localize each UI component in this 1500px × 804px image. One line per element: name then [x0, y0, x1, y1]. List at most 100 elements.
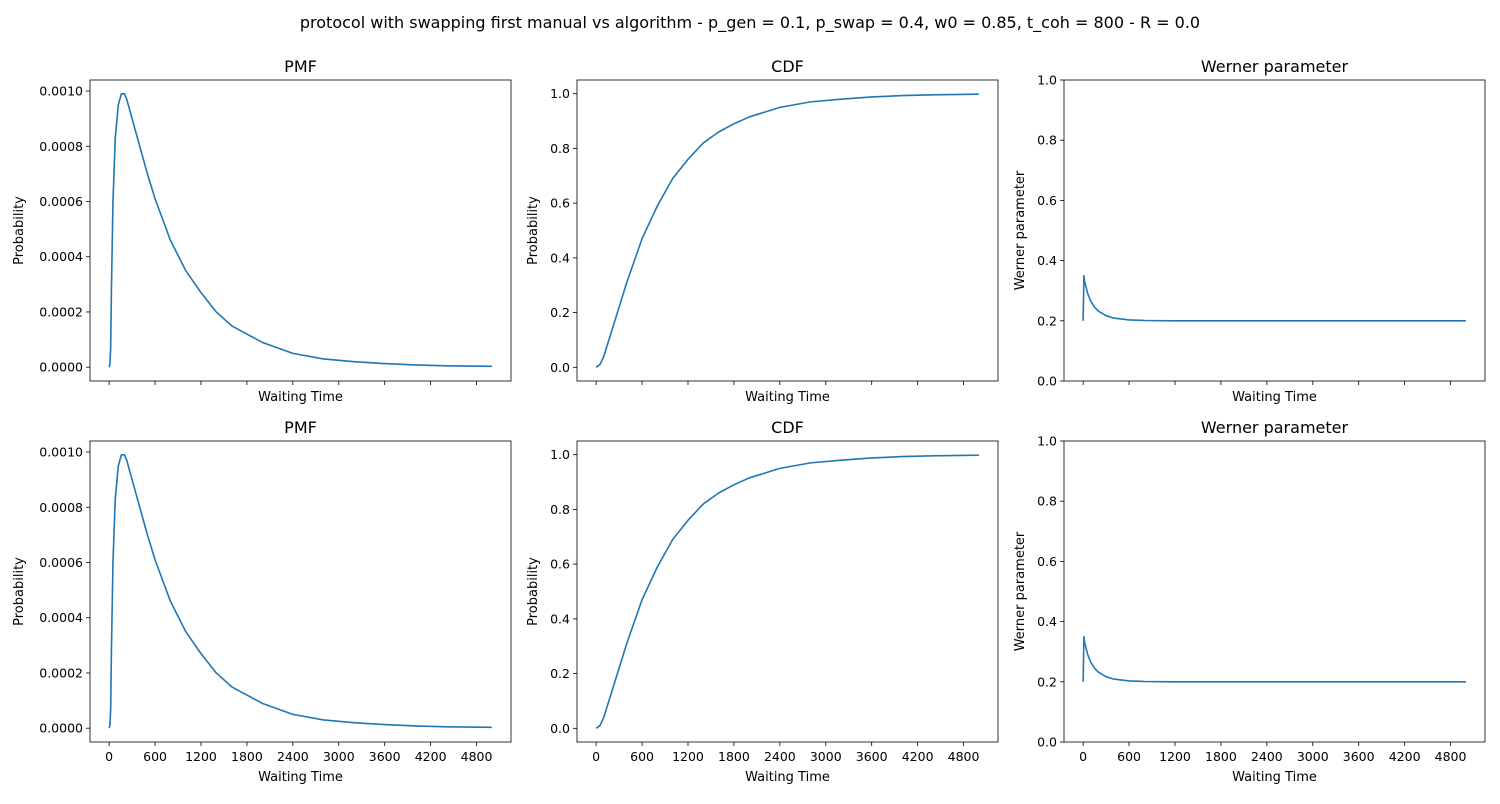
- series-line: [1082, 635, 1466, 683]
- subplot-1-1: 0 600 1200 1800 2400 3000 3600 4200 4800 0.0 0.2 0.…: [526, 418, 999, 785]
- x-tick-label: 600: [1117, 749, 1141, 764]
- x-tick-label: 1200: [1159, 749, 1191, 764]
- x-tick-label: 4200: [1389, 749, 1421, 764]
- y-tick-label: 0.4: [1037, 253, 1057, 268]
- y-tick-label: 0.0004: [39, 610, 83, 625]
- y-axis-label: Probability: [12, 196, 27, 265]
- y-tick-label: 0.0: [550, 360, 570, 375]
- x-axis-label: Waiting Time: [258, 390, 343, 405]
- y-tick-label: 0.6: [550, 557, 570, 572]
- x-tick-label: 3000: [323, 749, 355, 764]
- series-line: [108, 454, 492, 729]
- y-axis-label: Werner parameter: [1013, 170, 1028, 290]
- series-line: [595, 454, 979, 729]
- y-tick-label: 0.8: [550, 141, 570, 156]
- x-tick-label: 1800: [718, 749, 750, 764]
- y-tick-label: 0.2: [1037, 674, 1057, 689]
- x-axis-label: Waiting Time: [745, 770, 830, 785]
- x-tick-label: 2400: [764, 749, 796, 764]
- x-tick-label: 4800: [948, 749, 980, 764]
- x-axis-label: Waiting Time: [745, 390, 830, 405]
- series-line: [1082, 274, 1466, 322]
- x-tick-label: 0: [1079, 749, 1087, 764]
- y-tick-label: 0.0002: [39, 304, 83, 319]
- subplot-0-2: 0.0 0.2 0.4 0.6 0.8 1.0 Werner parameter Waitin…: [1013, 57, 1486, 405]
- y-tick-label: 0.2: [550, 305, 570, 320]
- x-tick-label: 0: [592, 749, 600, 764]
- axes-frame: [89, 79, 512, 382]
- series-line: [595, 93, 979, 368]
- subplot-title: CDF: [771, 57, 804, 76]
- x-tick-label: 4200: [902, 749, 934, 764]
- y-tick-label: 0.8: [1037, 494, 1057, 509]
- y-tick-label: 0.0000: [39, 721, 83, 736]
- x-tick-label: 3000: [810, 749, 842, 764]
- axes-frame: [1063, 440, 1486, 743]
- x-tick-label: 3600: [1343, 749, 1375, 764]
- subplot-title: PMF: [284, 57, 317, 76]
- y-tick-label: 0.0002: [39, 665, 83, 680]
- y-tick-label: 0.8: [550, 502, 570, 517]
- x-tick-label: 600: [143, 749, 167, 764]
- x-tick-label: 2400: [277, 749, 309, 764]
- y-tick-label: 0.0: [550, 721, 570, 736]
- y-tick-label: 1.0: [1037, 434, 1057, 449]
- y-tick-label: 0.4: [550, 250, 570, 265]
- x-tick-label: 600: [630, 749, 654, 764]
- y-axis-label: Probability: [12, 557, 27, 626]
- y-tick-label: 0.0006: [39, 555, 83, 570]
- y-tick-label: 0.0008: [39, 500, 83, 515]
- x-tick-label: 1200: [672, 749, 704, 764]
- y-tick-label: 0.6: [1037, 193, 1057, 208]
- y-tick-label: 0.0000: [39, 360, 83, 375]
- y-axis-label: Probability: [526, 557, 541, 626]
- axes-frame: [576, 79, 999, 382]
- y-tick-label: 0.6: [1037, 554, 1057, 569]
- y-tick-label: 1.0: [550, 447, 570, 462]
- subplot-title: Werner parameter: [1201, 418, 1349, 437]
- axes-frame: [576, 440, 999, 743]
- x-tick-label: 1800: [231, 749, 263, 764]
- y-tick-label: 0.0: [1037, 735, 1057, 750]
- y-axis-label: Werner parameter: [1013, 531, 1028, 651]
- x-tick-label: 4800: [461, 749, 493, 764]
- axes-frame: [89, 440, 512, 743]
- y-tick-label: 1.0: [550, 86, 570, 101]
- subplot-1-2: 0 600 1200 1800 2400 3000 3600 4200 4800 0.0 0.2 0.…: [1013, 418, 1486, 785]
- x-tick-label: 3600: [369, 749, 401, 764]
- x-tick-label: 2400: [1251, 749, 1283, 764]
- x-axis-label: Waiting Time: [1232, 770, 1317, 785]
- axes-frame: [1063, 79, 1486, 382]
- x-axis-label: Waiting Time: [1232, 390, 1317, 405]
- y-tick-label: 0.6: [550, 196, 570, 211]
- subplot-0-1: 0.0 0.2 0.4 0.6 0.8 1.0 CDF Waiting Time Probabi…: [526, 57, 999, 405]
- y-tick-label: 0.4: [550, 611, 570, 626]
- x-tick-label: 3000: [1297, 749, 1329, 764]
- x-tick-label: 1200: [185, 749, 217, 764]
- subplot-title: Werner parameter: [1201, 57, 1349, 76]
- subplot-title: CDF: [771, 418, 804, 437]
- subplot-1-0: 0 600 1200 1800 2400 3000 3600 4200 4800 0.0000 0.…: [12, 418, 512, 785]
- y-tick-label: 0.0008: [39, 139, 83, 154]
- subplot-0-0: 0.0000 0.0002 0.0004 0.0006 0.0008 0.0010 PMF W…: [12, 57, 512, 405]
- x-tick-label: 4200: [415, 749, 447, 764]
- x-axis-label: Waiting Time: [258, 770, 343, 785]
- y-tick-label: 0.0010: [39, 445, 83, 460]
- y-tick-label: 0.2: [1037, 313, 1057, 328]
- y-tick-label: 0.0: [1037, 374, 1057, 389]
- x-tick-label: 0: [105, 749, 113, 764]
- figure-title: protocol with swapping first manual vs a…: [299, 13, 1201, 32]
- y-tick-label: 0.0004: [39, 249, 83, 264]
- x-tick-label: 1800: [1205, 749, 1237, 764]
- y-tick-label: 0.0010: [39, 84, 83, 99]
- y-tick-label: 0.4: [1037, 614, 1057, 629]
- subplot-title: PMF: [284, 418, 317, 437]
- y-axis-label: Probability: [526, 196, 541, 265]
- y-tick-label: 0.8: [1037, 133, 1057, 148]
- x-tick-label: 4800: [1435, 749, 1467, 764]
- x-tick-label: 3600: [856, 749, 888, 764]
- y-tick-label: 1.0: [1037, 73, 1057, 88]
- series-line: [108, 93, 492, 368]
